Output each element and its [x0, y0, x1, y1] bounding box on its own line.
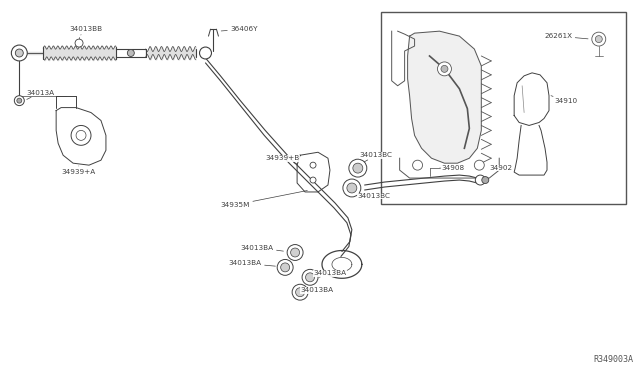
Circle shape: [353, 163, 363, 173]
Text: 34910: 34910: [551, 96, 577, 104]
Circle shape: [76, 131, 86, 140]
Circle shape: [71, 125, 91, 145]
Polygon shape: [514, 73, 549, 125]
Text: 34935M: 34935M: [220, 190, 307, 208]
Text: 34013BB: 34013BB: [69, 26, 102, 35]
Circle shape: [15, 49, 23, 57]
Text: 34013BA: 34013BA: [241, 244, 284, 251]
Circle shape: [296, 288, 305, 296]
Circle shape: [592, 32, 605, 46]
Circle shape: [476, 175, 485, 185]
Circle shape: [14, 96, 24, 106]
Circle shape: [17, 98, 22, 103]
Circle shape: [349, 159, 367, 177]
Text: 34013BA: 34013BA: [313, 270, 346, 277]
Circle shape: [441, 65, 448, 73]
Circle shape: [438, 62, 451, 76]
Circle shape: [302, 269, 318, 285]
Text: 34013BC: 34013BC: [358, 193, 391, 199]
Circle shape: [75, 39, 83, 47]
Text: 34939+A: 34939+A: [61, 166, 95, 175]
Circle shape: [310, 177, 316, 183]
Circle shape: [347, 183, 357, 193]
Text: 34013BA: 34013BA: [300, 287, 333, 293]
Circle shape: [127, 49, 134, 57]
Text: R349003A: R349003A: [594, 355, 634, 364]
Circle shape: [413, 160, 422, 170]
Text: 34013BA: 34013BA: [228, 260, 275, 266]
Text: 26261X: 26261X: [544, 33, 588, 39]
Circle shape: [310, 162, 316, 168]
Polygon shape: [408, 31, 481, 163]
Circle shape: [291, 248, 300, 257]
Circle shape: [474, 160, 484, 170]
Polygon shape: [514, 125, 547, 175]
Bar: [381, 13, 626, 205]
Text: 34013A: 34013A: [26, 90, 54, 99]
Circle shape: [292, 284, 308, 300]
Text: 36406Y: 36406Y: [221, 26, 258, 32]
Circle shape: [12, 45, 28, 61]
Circle shape: [343, 179, 361, 197]
Text: 34908: 34908: [440, 165, 465, 171]
Circle shape: [482, 177, 489, 183]
Circle shape: [277, 259, 293, 275]
Circle shape: [200, 47, 211, 59]
Text: 34013BC: 34013BC: [360, 152, 393, 162]
Text: 34939+B: 34939+B: [265, 155, 300, 164]
Circle shape: [595, 36, 602, 42]
Text: 34902: 34902: [489, 165, 513, 171]
Circle shape: [287, 244, 303, 260]
Circle shape: [305, 273, 314, 282]
Circle shape: [281, 263, 290, 272]
